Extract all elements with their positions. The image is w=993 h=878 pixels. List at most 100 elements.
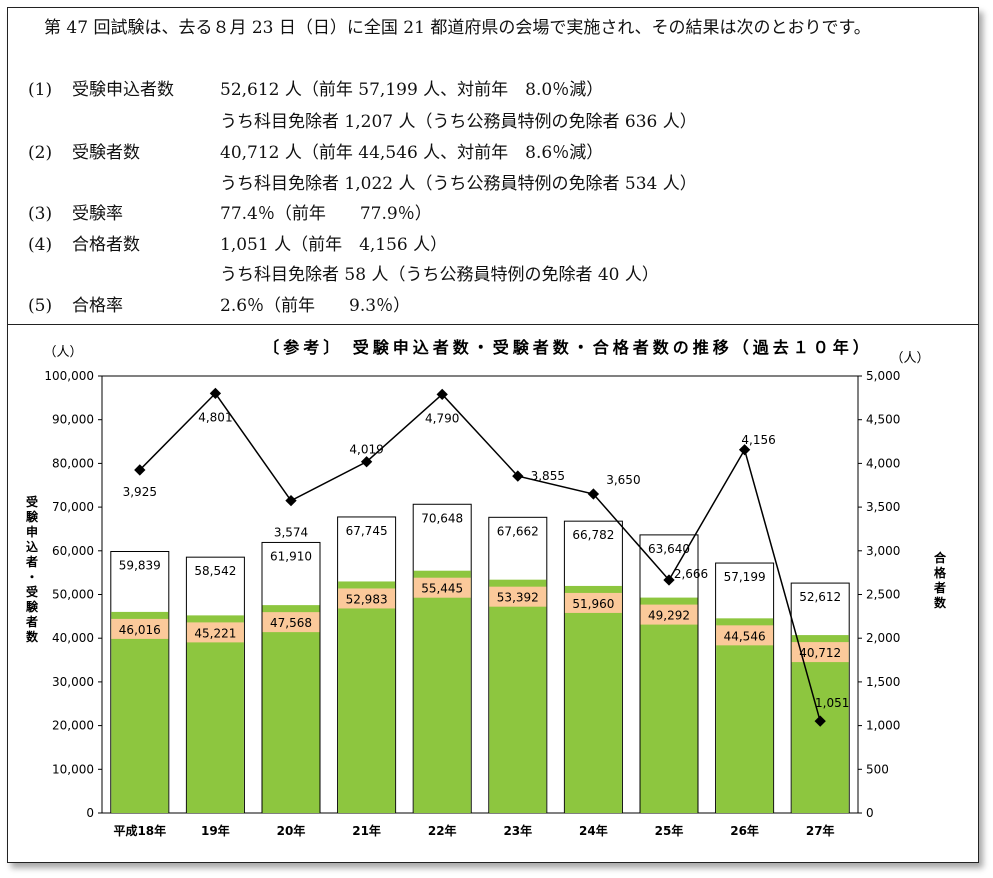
summary-item-applicants: (1) 受験申込者数 52,612 人（前年 57,199 人、対前年 8.0％減） xyxy=(28,75,603,105)
right-tick-label: 5,000 xyxy=(866,369,900,383)
right-tick-label: 3,500 xyxy=(866,500,900,514)
data-label-bg xyxy=(791,642,849,663)
x-tick-label: 24年 xyxy=(579,823,608,838)
data-label-applicants: 67,662 xyxy=(497,524,539,538)
left-tick-label: 50,000 xyxy=(52,588,94,602)
right-axis-title-char: 格 xyxy=(934,565,947,580)
item-label: 受験者数 xyxy=(72,143,140,163)
marker-passers xyxy=(134,464,146,476)
data-label-applicants: 57,199 xyxy=(724,570,766,584)
bar-examinees xyxy=(716,618,774,813)
data-label-passers: 4,156 xyxy=(741,433,775,447)
item-label: 合格率 xyxy=(72,296,123,316)
marker-passers xyxy=(814,715,826,727)
left-axis-title-char: 受 xyxy=(26,494,38,509)
data-label-bg xyxy=(564,592,622,613)
data-label-passers: 3,855 xyxy=(531,469,565,483)
left-tick-label: 30,000 xyxy=(52,675,94,689)
bar-examinees xyxy=(338,581,396,813)
data-label-examinees: 49,292 xyxy=(648,609,690,623)
left-axis-title-char: 申 xyxy=(26,524,38,539)
x-tick-label: 26年 xyxy=(730,823,759,838)
chart-title: 〔参考〕 受験申込者数・受験者数・合格者数の推移（過去１０年） xyxy=(263,338,873,357)
item-value: 1,051 人（前年 4,156 人） xyxy=(220,235,448,255)
data-label-bg xyxy=(640,604,698,625)
data-label-bg xyxy=(338,588,396,609)
item-number: (5) xyxy=(28,296,53,316)
summary-item-examinees: (2) 受験者数 40,712 人（前年 44,546 人、対前年 8.6％減） xyxy=(28,138,603,168)
data-label-examinees: 53,392 xyxy=(497,591,539,605)
data-label-applicants: 67,745 xyxy=(346,524,388,538)
bar-examinees xyxy=(413,570,471,813)
bar-examinees xyxy=(489,579,547,813)
data-label-bg xyxy=(262,612,320,633)
right-tick-label: 1,500 xyxy=(866,675,900,689)
data-label-applicants: 66,782 xyxy=(572,528,614,542)
data-label-examinees: 47,568 xyxy=(270,616,312,630)
data-label-examinees: 52,983 xyxy=(346,592,388,606)
data-label-bg xyxy=(111,618,169,639)
x-tick-label: 21年 xyxy=(352,823,381,838)
marker-passers xyxy=(285,494,297,507)
x-tick-label: 22年 xyxy=(428,823,457,838)
data-label-passers: 4,019 xyxy=(349,443,383,457)
x-tick-label: 平成18年 xyxy=(113,823,166,838)
data-label-applicants: 61,910 xyxy=(270,549,312,563)
data-label-bg xyxy=(186,622,244,643)
bar-examinees xyxy=(262,605,320,813)
left-axis-title-char: 験 xyxy=(26,599,39,614)
x-tick-label: 19年 xyxy=(201,823,230,838)
left-axis-title-char: 験 xyxy=(26,509,39,524)
right-axis-title-char: 数 xyxy=(934,595,947,610)
right-tick-label: 0 xyxy=(866,806,874,820)
data-label-examinees: 46,016 xyxy=(119,623,161,637)
bar-examinees xyxy=(640,597,698,813)
data-label-applicants: 52,612 xyxy=(799,590,841,604)
data-label-passers: 3,574 xyxy=(274,526,308,540)
data-label-bg xyxy=(413,577,471,598)
document-frame: 第 47 回試験は、去る８月 23 日（日）に全国 21 都道府県の会場で実施さ… xyxy=(7,7,979,863)
left-axis-title-char: 受 xyxy=(26,584,38,599)
left-axis-title-char: ・ xyxy=(26,570,38,584)
right-tick-label: 3,000 xyxy=(866,544,900,558)
data-label-applicants: 70,648 xyxy=(421,511,463,525)
bar-examinees xyxy=(111,611,169,813)
item-sub-applicants: うち科目免除者 1,207 人（うち公務員特例の免除者 636 人） xyxy=(220,112,697,132)
x-tick-label: 27年 xyxy=(806,823,835,838)
data-label-examinees: 44,546 xyxy=(724,629,766,643)
data-label-passers: 3,650 xyxy=(606,473,640,487)
left-tick-label: 70,000 xyxy=(52,500,94,514)
marker-passers xyxy=(587,488,600,500)
item-number: (4) xyxy=(28,235,53,255)
summary-intro: 第 47 回試験は、去る８月 23 日（日）に全国 21 都道府県の会場で実施さ… xyxy=(44,18,871,38)
left-tick-label: 20,000 xyxy=(52,719,94,733)
left-tick-label: 80,000 xyxy=(52,456,94,470)
item-value: 77.4％（前年 77.9％） xyxy=(220,204,432,224)
data-label-examinees: 45,221 xyxy=(194,626,236,640)
item-number: (1) xyxy=(28,80,53,100)
data-label-examinees: 55,445 xyxy=(421,582,463,596)
data-label-passers: 4,801 xyxy=(198,410,232,424)
summary-item-passers: (4) 合格者数 1,051 人（前年 4,156 人） xyxy=(28,230,447,260)
left-axis-title-char: 込 xyxy=(26,539,38,554)
item-number: (3) xyxy=(28,204,53,224)
bar-examinees xyxy=(186,615,244,813)
left-tick-label: 10,000 xyxy=(52,762,94,776)
bar-examinees xyxy=(564,585,622,813)
data-label-passers: 4,790 xyxy=(425,411,459,425)
left-axis-unit: （人） xyxy=(43,345,82,360)
right-axis-title-char: 者 xyxy=(933,580,946,595)
item-label: 受験申込者数 xyxy=(72,80,174,100)
item-label: 合格者数 xyxy=(72,235,140,255)
marker-passers xyxy=(512,470,524,482)
data-label-examinees: 51,960 xyxy=(572,597,614,611)
right-tick-label: 1,000 xyxy=(866,719,900,733)
item-number: (2) xyxy=(28,143,53,163)
left-tick-label: 90,000 xyxy=(52,413,94,427)
item-value: 52,612 人（前年 57,199 人、対前年 8.0％減） xyxy=(220,80,604,100)
summary-item-exam-rate: (3) 受験率 77.4％（前年 77.9％） xyxy=(28,199,432,229)
right-tick-label: 2,500 xyxy=(866,588,900,602)
item-sub-passers: うち科目免除者 58 人（うち公務員特例の免除者 40 人） xyxy=(220,265,659,285)
marker-passers xyxy=(360,456,373,468)
right-tick-label: 2,000 xyxy=(866,631,900,645)
